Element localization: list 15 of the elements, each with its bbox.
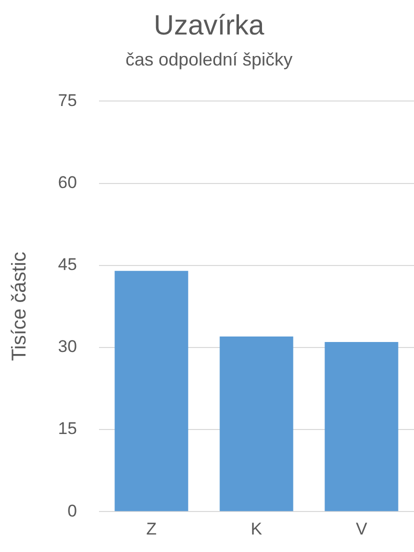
y-tick-label: 75 bbox=[58, 90, 77, 110]
y-tick-label: 60 bbox=[58, 172, 77, 192]
x-tick-label: Z bbox=[146, 519, 157, 538]
y-tick-label: 45 bbox=[58, 255, 77, 274]
y-tick-label: 30 bbox=[58, 337, 77, 356]
y-axis-title: Tisíce částic bbox=[8, 252, 31, 362]
bar bbox=[324, 342, 398, 512]
y-tick-label: 0 bbox=[67, 501, 77, 520]
bar bbox=[114, 270, 188, 512]
bar bbox=[220, 336, 294, 512]
chart-title: Uzavírka bbox=[154, 10, 265, 41]
chart-subtitle: čas odpolední špičky bbox=[125, 49, 293, 70]
x-tick-label: K bbox=[250, 519, 263, 538]
y-tick-label: 15 bbox=[58, 419, 77, 438]
x-tick-label: V bbox=[356, 519, 368, 538]
